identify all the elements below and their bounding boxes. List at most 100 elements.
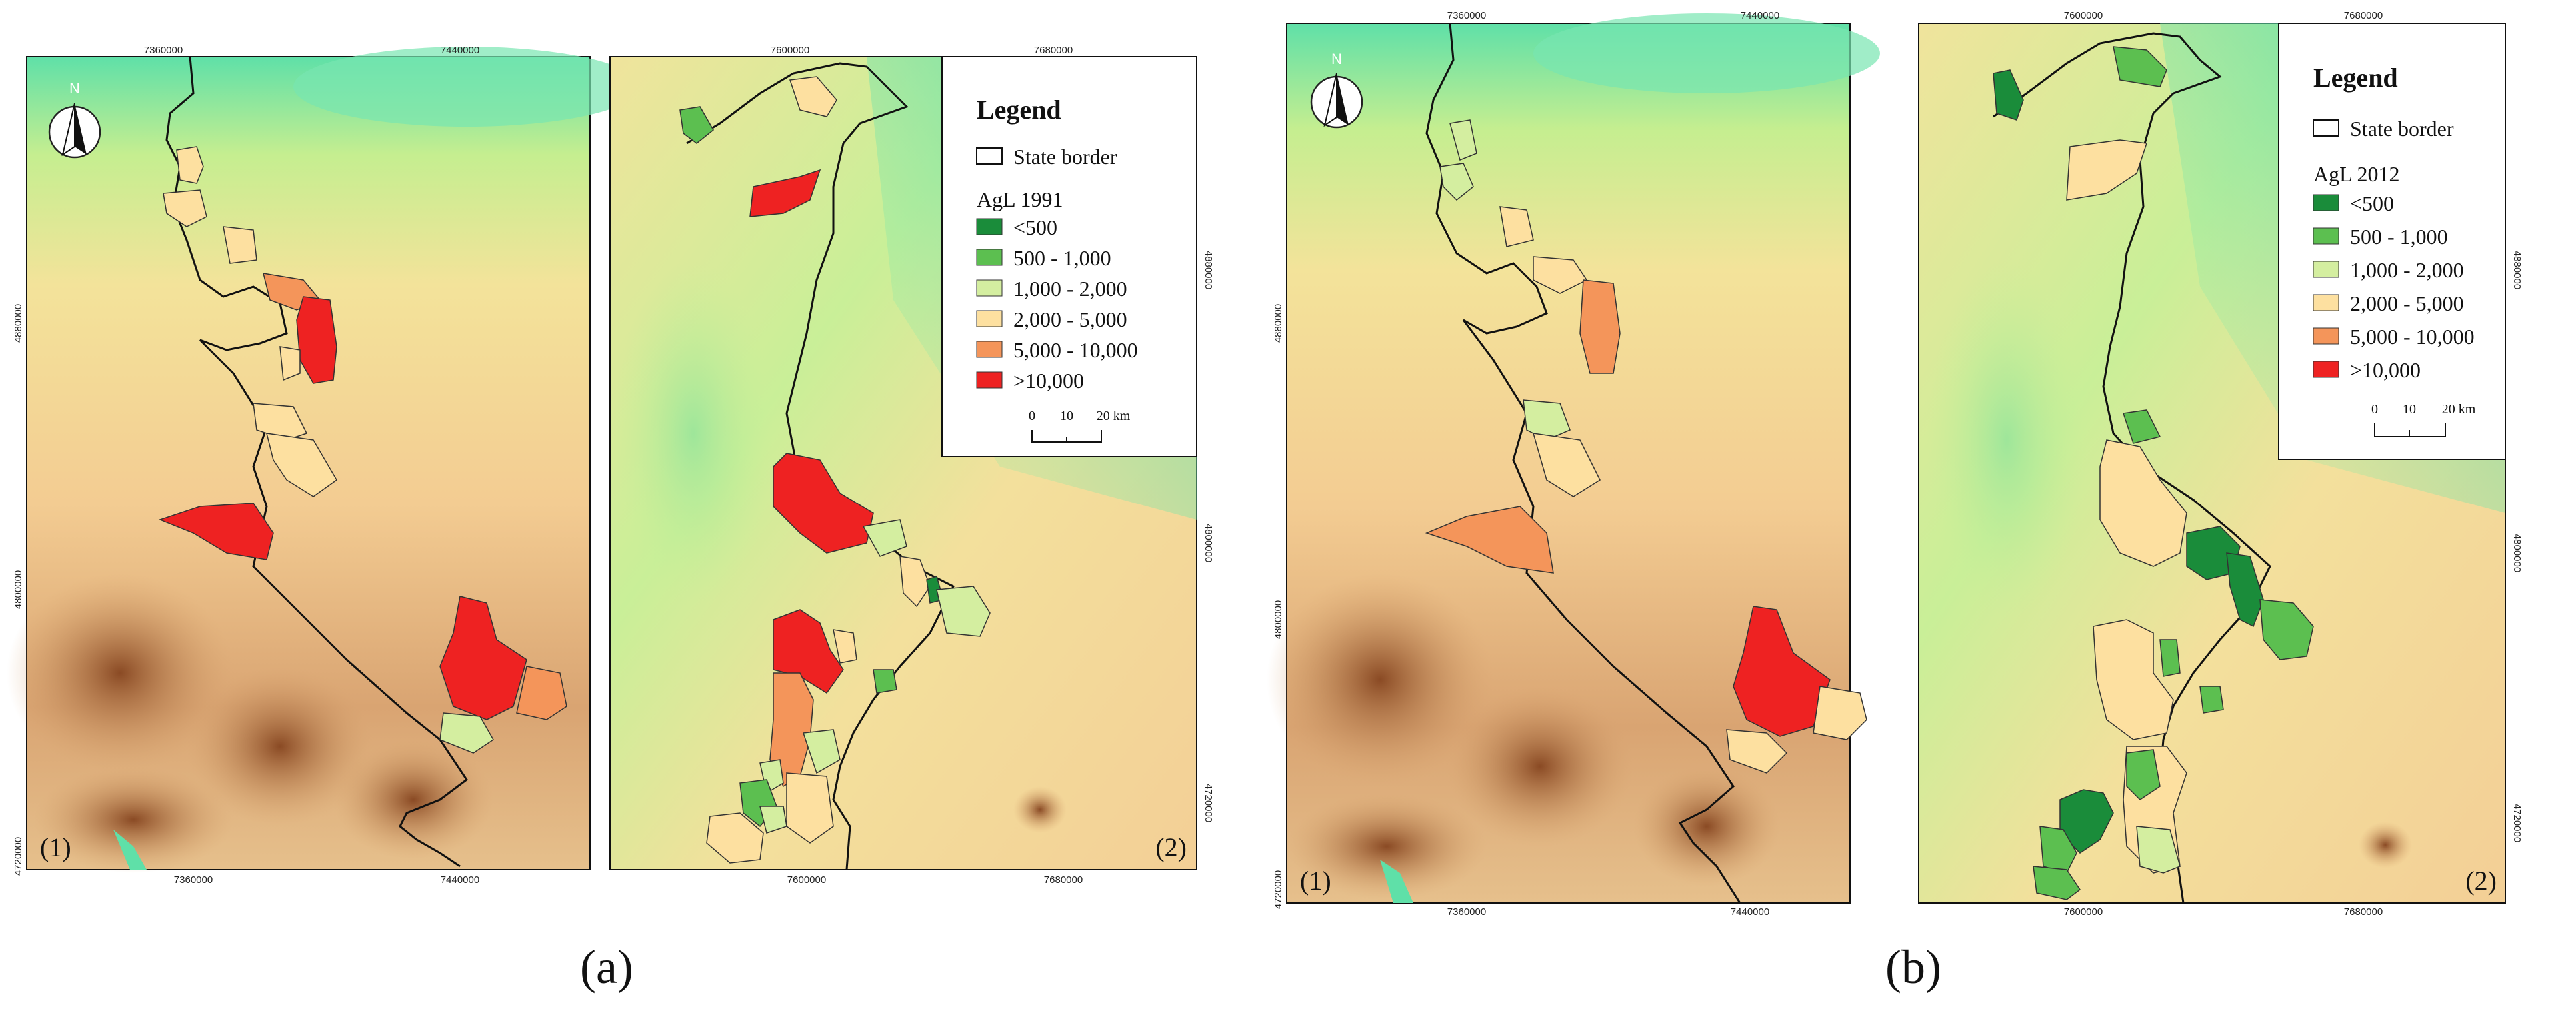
legend-label: 1,000 - 2,000: [1013, 277, 1127, 301]
region-polygon: [223, 226, 257, 264]
legend-label: 1,000 - 2,000: [2350, 258, 2464, 282]
tick-label: 4880000: [2511, 251, 2523, 289]
legend-title: Legend: [977, 95, 1061, 125]
region-polygon: [2039, 826, 2077, 874]
legend-swatch: [2313, 261, 2339, 278]
tick-label: 7440000: [441, 874, 479, 886]
legend-layer-title: AgL 2012: [2313, 162, 2399, 186]
region-polygon: [439, 712, 494, 754]
legend-swatch-border: [976, 147, 1003, 165]
mountain-relief: [1633, 766, 1780, 886]
north-label: N: [69, 80, 80, 97]
legend-swatch: [976, 310, 1003, 327]
map-panel-a1: N 7360000 7440000 7360000 7440000 488000…: [7, 45, 640, 886]
region-polygon: [1993, 69, 2024, 121]
tick-label: 7440000: [1741, 10, 1779, 21]
legend-label: >10,000: [2350, 358, 2421, 382]
legend-swatch: [2313, 361, 2339, 378]
region-polygon: [2099, 439, 2187, 567]
state-border: [686, 62, 955, 870]
figure-caption-a: (a): [580, 940, 633, 994]
tick-label: 4880000: [1273, 304, 1284, 343]
region-polygon: [1449, 119, 1477, 161]
tick-label: 7680000: [1034, 45, 1073, 56]
legend-swatch: [976, 341, 1003, 358]
tick-label: 7360000: [144, 45, 183, 56]
region-polygon: [2159, 639, 2181, 677]
region-polygon: [2066, 139, 2148, 201]
legend-swatch: [2313, 294, 2339, 311]
figure-caption-b: (b): [1885, 940, 1941, 994]
mountain-relief: [187, 666, 373, 826]
legend-b: Legend State border AgL 2012 <500 500 - …: [2278, 23, 2506, 460]
legend-title: Legend: [2313, 63, 2398, 93]
legend-label: 500 - 1,000: [1013, 246, 1111, 270]
region-polygon: [163, 189, 207, 227]
region-polygon: [2033, 866, 2081, 900]
mountain-relief: [1267, 573, 1493, 786]
tick-label: 4880000: [13, 304, 24, 343]
tick-label: 7600000: [771, 45, 809, 56]
lowland-relief: [293, 47, 640, 127]
scale-bar: 0 10 20 km: [2371, 402, 2476, 437]
panel-label: (2): [2465, 866, 2497, 896]
region-polygon: [786, 772, 834, 844]
svg-text:10: 10: [2403, 402, 2416, 417]
region-polygon: [2259, 599, 2314, 660]
region-polygon: [1533, 256, 1588, 294]
tick-label: 7600000: [2064, 906, 2103, 918]
legend-label: State border: [2350, 117, 2454, 141]
legend-label: 2,000 - 5,000: [1013, 307, 1127, 331]
legend-a: Legend State border AgL 1991 <500 500 - …: [941, 56, 1197, 457]
tick-label: 7680000: [1044, 874, 1083, 886]
region-polygon: [899, 556, 931, 608]
legend-swatch: [2313, 227, 2339, 245]
legend-layer-title: AgL 1991: [977, 187, 1063, 211]
region-polygon: [773, 453, 874, 554]
tick-label: 7680000: [2344, 906, 2383, 918]
region-polygon: [706, 812, 764, 864]
region-polygon: [802, 729, 841, 774]
tick-label: 7600000: [787, 874, 826, 886]
svg-text:10: 10: [1060, 409, 1073, 423]
north-arrow: N: [48, 80, 101, 159]
river-valley: [113, 830, 147, 870]
legend-label: 5,000 - 10,000: [1013, 338, 1138, 362]
tick-label: 7440000: [1731, 906, 1769, 918]
region-polygon: [936, 586, 991, 637]
region-polygon: [176, 146, 204, 184]
legend-label: 500 - 1,000: [2350, 225, 2448, 249]
region-polygon: [2126, 749, 2161, 800]
legend-swatch: [2313, 327, 2339, 345]
legend-swatch-border: [2313, 119, 2339, 137]
region-polygon: [1813, 686, 1867, 740]
legend-label: State border: [1013, 145, 1117, 169]
region-polygon: [1499, 206, 1534, 247]
svg-text:0: 0: [2371, 402, 2378, 417]
mountain-relief: [1287, 793, 1487, 900]
region-polygon: [439, 596, 527, 720]
region-polygon: [862, 519, 907, 557]
legend-label: <500: [1013, 215, 1057, 239]
region-polygon: [2113, 46, 2167, 87]
region-polygon: [1425, 506, 1554, 574]
region-polygon: [253, 403, 308, 441]
lowland-relief: [613, 260, 773, 606]
mountain-relief: [1013, 786, 1067, 833]
panel-label: (2): [1155, 832, 1187, 862]
region-polygon: [2093, 619, 2174, 740]
legend-swatch: [976, 371, 1003, 389]
region-polygon: [158, 503, 274, 560]
tick-label: 4720000: [1273, 870, 1284, 909]
region-polygon: [833, 629, 857, 664]
region-polygon: [1439, 163, 1474, 201]
svg-text:0: 0: [1029, 409, 1035, 423]
region-polygon: [1532, 433, 1601, 497]
legend-swatch: [2313, 194, 2339, 211]
tick-label: 4800000: [1273, 600, 1284, 639]
legend-label: >10,000: [1013, 369, 1084, 393]
region-polygon: [789, 76, 837, 117]
region-polygon: [759, 806, 787, 834]
tick-label: 4800000: [13, 570, 24, 609]
